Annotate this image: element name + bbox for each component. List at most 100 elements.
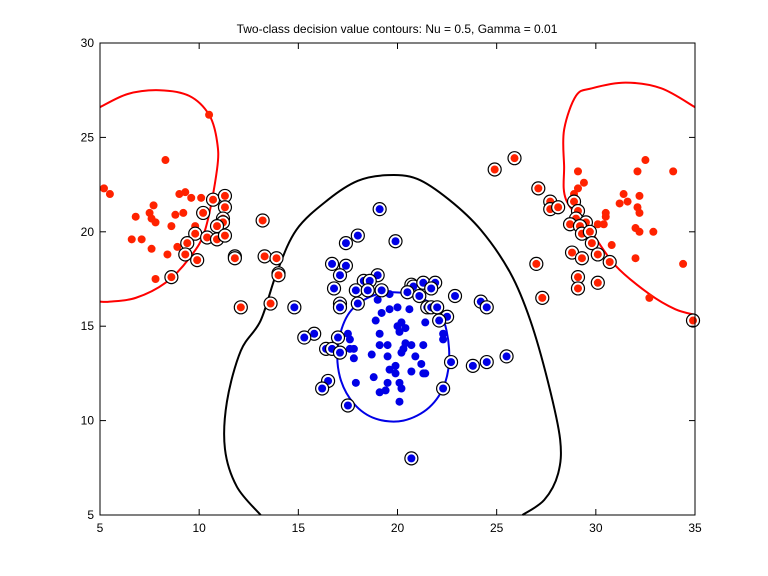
blue-data-point (439, 384, 448, 393)
red-data-point (532, 259, 541, 268)
red-data-point (538, 293, 547, 302)
blue-data-point (328, 259, 337, 268)
red-data-point (649, 227, 658, 236)
red-data-point (573, 167, 582, 176)
red-data-point (645, 293, 654, 302)
blue-data-point (381, 386, 390, 395)
red-data-point (167, 273, 176, 282)
blue-data-point (383, 378, 392, 387)
red-data-point (601, 212, 610, 221)
red-data-point (605, 258, 614, 267)
blue-data-point (341, 239, 350, 248)
chart-title: Two-class decision value contours: Nu = … (237, 22, 558, 36)
red-data-point (163, 250, 172, 259)
blue-data-point (407, 367, 416, 376)
blue-data-point (383, 341, 392, 350)
blue-data-point (391, 237, 400, 246)
red-data-point (689, 316, 698, 325)
red-data-point (593, 220, 602, 229)
red-data-point (623, 197, 632, 206)
blue-data-point (365, 276, 374, 285)
red-data-point (631, 254, 640, 263)
blue-data-point (439, 329, 448, 338)
blue-data-point (502, 352, 511, 361)
red-data-point (213, 222, 222, 231)
blue-data-point (407, 454, 416, 463)
blue-data-point (349, 344, 358, 353)
red-data-point (99, 184, 108, 193)
axes-box (99, 42, 696, 516)
y-tick-label: 25 (81, 130, 95, 144)
blue-data-point (405, 305, 414, 314)
y-tick-label: 5 (87, 508, 94, 522)
red-data-point (191, 229, 200, 238)
contour-line-2 (99, 89, 220, 303)
red-data-point (272, 254, 281, 263)
red-data-point (149, 201, 158, 210)
blue-data-point (335, 348, 344, 357)
red-data-point (615, 199, 624, 208)
red-data-point (171, 210, 180, 219)
blue-data-point (351, 378, 360, 387)
contour-lines (99, 81, 696, 516)
red-data-point (181, 250, 190, 259)
red-data-point (137, 235, 146, 244)
blue-data-point (375, 341, 384, 350)
blue-data-point (345, 335, 354, 344)
red-data-point (599, 220, 608, 229)
red-data-point (570, 197, 579, 206)
y-tick-label: 30 (81, 36, 95, 50)
red-data-point (593, 250, 602, 259)
red-data-point (183, 239, 192, 248)
red-data-point (566, 220, 575, 229)
blue-data-point (411, 352, 420, 361)
red-data-point (619, 190, 628, 199)
red-data-point (220, 231, 229, 240)
x-tick-label: 20 (391, 521, 405, 535)
red-data-point (167, 222, 176, 231)
red-data-point (173, 242, 182, 251)
red-data-point (573, 284, 582, 293)
blue-data-point (403, 288, 412, 297)
red-data-point (179, 208, 188, 217)
red-data-point (230, 254, 239, 263)
blue-data-point (391, 361, 400, 370)
blue-data-point (482, 358, 491, 367)
blue-data-point (335, 303, 344, 312)
red-data-point (679, 259, 688, 268)
blue-data-point (468, 361, 477, 370)
blue-data-point (421, 318, 430, 327)
blue-data-point (397, 384, 406, 393)
y-tick-label: 10 (81, 414, 95, 428)
red-data-point (151, 275, 160, 283)
blue-data-point (427, 284, 436, 293)
blue-data-point (353, 231, 362, 240)
red-data-point (220, 203, 229, 212)
red-data-point (274, 271, 283, 280)
red-data-point (193, 256, 202, 265)
blue-data-point (351, 286, 360, 295)
blue-data-point (334, 333, 342, 342)
blue-data-point (341, 261, 350, 270)
red-data-point (534, 184, 543, 193)
blue-data-point (290, 303, 299, 312)
blue-data-point (335, 271, 344, 280)
red-data-point (220, 191, 229, 200)
blue-data-point (377, 308, 386, 317)
red-data-point (587, 239, 596, 248)
red-data-point (187, 193, 196, 202)
blue-data-point (439, 335, 448, 344)
red-data-point (635, 227, 644, 236)
red-data-point (181, 188, 190, 197)
red-data-point (147, 244, 156, 253)
red-data-point (127, 235, 136, 244)
blue-data-point (395, 327, 404, 336)
red-data-point (258, 216, 267, 225)
red-data-point (585, 227, 594, 236)
red-data-point (203, 233, 212, 242)
blue-data-point (433, 303, 442, 312)
x-tick-label: 30 (589, 521, 603, 535)
blue-data-point (421, 369, 430, 378)
blue-data-point (363, 286, 372, 295)
blue-data-point (451, 291, 460, 300)
